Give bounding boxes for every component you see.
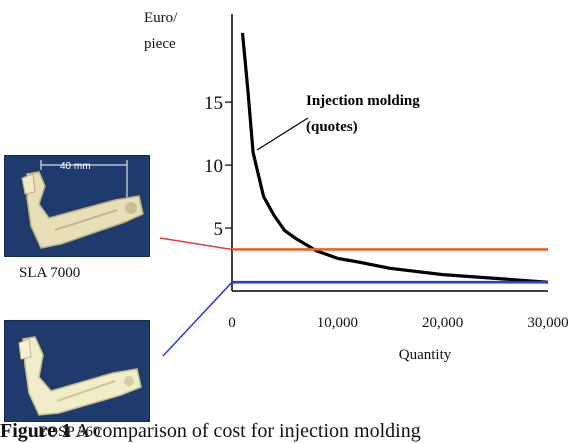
x-tick-label: 0 xyxy=(228,315,236,331)
annotation-leader xyxy=(256,117,309,151)
eosp-caption: EOSP 360 xyxy=(38,424,101,440)
figure-caption: Figure 1 A comparison of cost for inject… xyxy=(0,420,421,443)
photo-connectors xyxy=(159,237,233,357)
figure-caption-text: A comparison of cost for injection moldi… xyxy=(75,420,421,442)
sla-part-photo: 40 mm xyxy=(4,155,150,257)
eosp-connector-line xyxy=(162,281,233,357)
x-tick-label: 20,000 xyxy=(422,315,463,331)
figure-caption-label: Figure 1 xyxy=(0,420,72,442)
y-axis-title-line: piece xyxy=(144,36,176,52)
series-layer xyxy=(232,32,549,284)
y-tick-label: 5 xyxy=(214,219,224,240)
sla-connector-line xyxy=(159,237,233,251)
y-tick-label: 10 xyxy=(204,156,223,177)
sla-part-illustration: 40 mm xyxy=(5,156,149,256)
annotation-line: (quotes) xyxy=(306,119,358,135)
x-tick-label: 10,000 xyxy=(317,315,358,331)
x-tick-label: 30,000 xyxy=(527,315,568,331)
sla-caption: SLA 7000 xyxy=(19,265,81,281)
axes: 5 10 15 0 10,000 20,000 30,000 Quantity Euro/pie… xyxy=(144,10,569,363)
x-axis-title: Quantity xyxy=(399,347,452,363)
dimension-label: 40 mm xyxy=(60,161,91,172)
annotations: Injection molding (quotes) xyxy=(256,93,420,151)
eosp-part-photo xyxy=(4,320,150,422)
annotation-line: Injection molding xyxy=(306,93,420,109)
y-tick-label: 15 xyxy=(204,93,223,114)
eosp-part-illustration xyxy=(5,321,149,421)
series-line-0 xyxy=(240,32,549,284)
y-axis-title-line: Euro/ xyxy=(144,10,178,26)
